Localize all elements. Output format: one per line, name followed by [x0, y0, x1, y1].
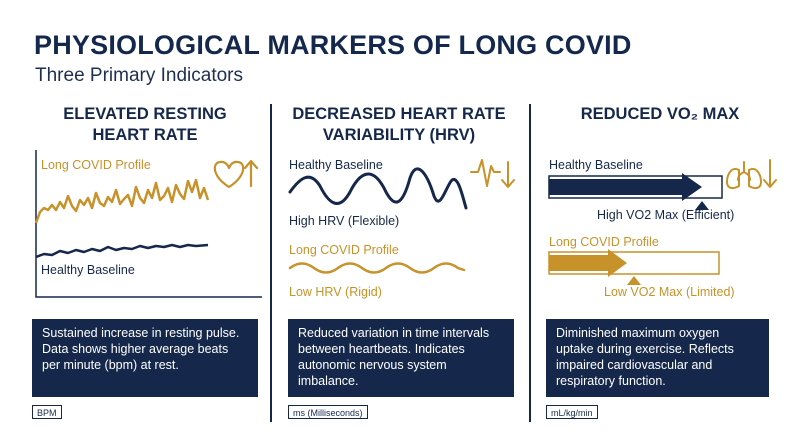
column-divider-2	[529, 104, 531, 422]
description-resting-heart-rate: Sustained increase in resting pulse. Dat…	[32, 319, 258, 397]
long-covid-profile-label: Long COVID Profile	[289, 243, 399, 257]
high-vo2-max-arrow	[549, 173, 702, 201]
low-hrv-wave	[288, 262, 466, 274]
high-hrv-label: High HRV (Flexible)	[289, 214, 400, 228]
high-vo2-max-label: High VO2 Max (Efficient)	[597, 208, 735, 222]
low-vo2-max-arrow	[549, 249, 627, 277]
description-vo2-max: Diminished maximum oxygen uptake during …	[546, 319, 769, 397]
chart-axes	[35, 150, 262, 298]
heart-up-arrow-icon	[213, 159, 259, 189]
lungs-down-arrow-icon	[726, 159, 777, 190]
long-covid-profile-label: Long COVID Profile	[41, 158, 151, 172]
heading-line-1: DECREASED HEART RATE	[292, 105, 506, 123]
long-covid-profile-label: Long COVID Profile	[549, 235, 659, 249]
healthy-baseline-label: Healthy Baseline	[549, 158, 643, 172]
low-vo2-max-label: Low VO2 Max (Limited)	[604, 285, 735, 299]
healthy-baseline-label: Healthy Baseline	[41, 263, 135, 277]
heading-vo2-max: REDUCED VO₂ MAX	[580, 105, 740, 123]
heading-line-2: HEART RATE	[92, 126, 198, 144]
heading-line-2: VARIABILITY (HRV)	[322, 126, 476, 144]
healthy-baseline-label: Healthy Baseline	[289, 158, 383, 172]
healthy-heart-rate-line	[35, 243, 209, 259]
high-vo2-max-marker	[695, 201, 709, 210]
heading-resting-heart-rate: ELEVATED RESTING HEART RATE	[30, 104, 260, 146]
page-title: PHYSIOLOGICAL MARKERS OF LONG COVID	[34, 30, 632, 60]
description-hrv: Reduced variation in time intervals betw…	[288, 319, 514, 397]
long-covid-heart-rate-line	[34, 178, 210, 224]
high-hrv-wave	[288, 167, 468, 210]
unit-tag-bpm: BPM	[32, 405, 62, 419]
heartbeat-down-arrow-icon	[470, 159, 515, 188]
column-divider-1	[270, 104, 272, 422]
low-vo2-max-marker	[627, 276, 641, 285]
unit-tag-ms: ms (Milliseconds)	[288, 405, 368, 419]
heading-hrv: DECREASED HEART RATE VARIABILITY (HRV)	[282, 104, 516, 146]
heading-line-1: ELEVATED RESTING	[63, 105, 227, 123]
low-hrv-label: Low HRV (Rigid)	[289, 285, 382, 299]
page-subtitle: Three Primary Indicators	[35, 65, 244, 86]
unit-tag-ml-kg-min: mL/kg/min	[546, 405, 598, 419]
